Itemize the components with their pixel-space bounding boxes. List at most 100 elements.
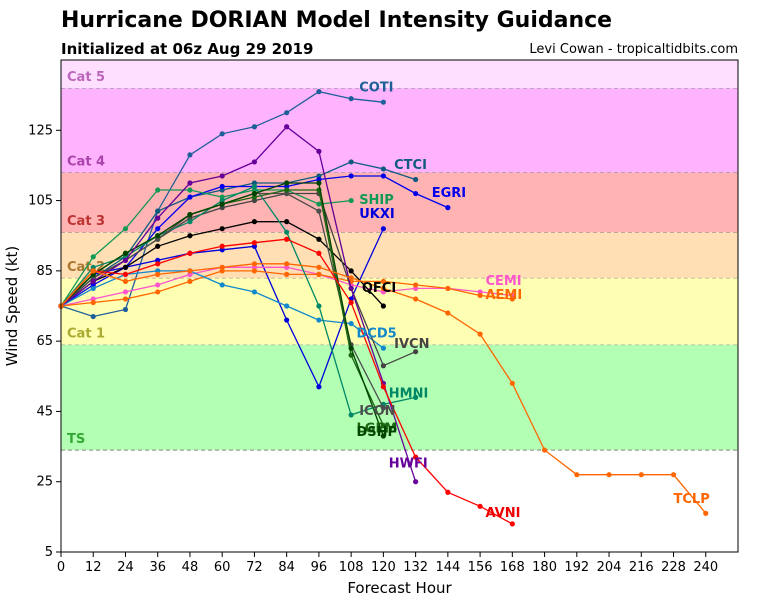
data-point	[316, 236, 322, 242]
model-label-ship: SHIP	[359, 193, 394, 208]
data-point	[284, 229, 290, 235]
data-point	[187, 212, 193, 218]
model-label-cemi: CEMI	[485, 274, 521, 289]
data-point	[284, 219, 290, 225]
data-point	[90, 299, 96, 306]
data-point	[155, 289, 161, 295]
data-point	[155, 233, 161, 239]
data-point	[187, 268, 193, 274]
data-point	[348, 197, 354, 204]
model-label-dshp: DSHP	[357, 425, 398, 440]
data-point	[477, 292, 483, 299]
data-point	[251, 190, 258, 197]
data-point	[122, 264, 129, 270]
data-point	[219, 264, 225, 270]
x-tick-label: 12	[85, 560, 102, 575]
data-point	[348, 159, 354, 165]
data-point	[284, 261, 290, 267]
data-point	[90, 268, 96, 274]
data-point	[122, 289, 129, 295]
model-label-ctci: CTCI	[394, 158, 427, 173]
data-point	[155, 215, 161, 221]
data-point	[638, 472, 644, 478]
series-dshp	[58, 180, 386, 439]
data-point	[90, 254, 96, 260]
y-tick-label: 65	[36, 334, 53, 349]
y-tick-label: 105	[28, 194, 53, 209]
data-point	[122, 306, 129, 313]
data-point	[155, 282, 161, 288]
y-tick-label: 85	[36, 264, 53, 279]
data-point	[90, 285, 96, 292]
data-point	[541, 447, 548, 453]
data-point	[477, 331, 483, 337]
data-point	[413, 394, 419, 400]
data-point	[251, 219, 258, 225]
page-title: Hurricane DORIAN Model Intensity Guidanc…	[61, 8, 613, 33]
series-tclp	[58, 261, 709, 516]
band-cat-1	[61, 277, 738, 345]
model-label-egri: EGRI	[432, 186, 466, 201]
data-point	[413, 176, 419, 183]
model-label-dcd5: DCD5	[357, 327, 397, 342]
x-tick-label: 36	[149, 560, 166, 575]
x-tick-label: 216	[629, 560, 654, 575]
data-point	[509, 521, 515, 527]
data-point	[380, 226, 386, 232]
data-point	[380, 99, 386, 105]
data-point	[187, 152, 193, 158]
y-tick-label: 125	[28, 123, 53, 138]
data-point	[316, 208, 322, 214]
data-point	[316, 148, 322, 154]
data-point	[219, 173, 225, 179]
band-label-cat-3: Cat 3	[67, 214, 105, 229]
data-point	[380, 173, 386, 179]
data-point	[413, 349, 419, 355]
data-point	[348, 299, 354, 306]
credit-text: Levi Cowan - tropicaltidbits.com	[529, 42, 738, 57]
plot-frame	[60, 59, 739, 553]
data-point	[187, 194, 193, 200]
x-tick-label: 60	[214, 560, 231, 575]
data-point	[380, 384, 386, 390]
data-point	[316, 250, 322, 256]
x-tick-label: 48	[182, 560, 199, 575]
data-point	[251, 261, 258, 267]
data-point	[348, 320, 354, 327]
data-point	[155, 226, 161, 232]
x-tick-label: 228	[661, 560, 686, 575]
data-point	[219, 282, 225, 288]
data-point	[316, 303, 322, 309]
x-tick-label: 24	[117, 560, 134, 575]
data-point	[445, 310, 451, 316]
data-point	[251, 268, 258, 274]
x-tick-label: 204	[597, 560, 622, 575]
data-point	[187, 219, 193, 225]
data-point	[316, 264, 322, 270]
data-point	[606, 472, 612, 478]
data-point	[219, 131, 225, 137]
x-tick-label: 192	[564, 560, 589, 575]
data-point	[348, 275, 354, 281]
data-point	[445, 489, 451, 495]
data-point	[509, 296, 515, 302]
band-cat-4	[61, 88, 738, 173]
x-tick-label: 132	[403, 560, 428, 575]
data-point	[574, 472, 580, 478]
data-point	[122, 226, 129, 232]
data-point	[316, 89, 322, 95]
model-label-qfci: QFCI	[362, 281, 396, 296]
data-point	[348, 352, 354, 358]
data-point	[348, 345, 354, 351]
data-point	[284, 124, 290, 130]
data-point	[380, 278, 386, 284]
data-point	[348, 96, 354, 102]
data-point	[703, 510, 709, 516]
data-point	[155, 261, 161, 267]
model-label-aemi: AEMI	[485, 288, 522, 303]
x-tick-label: 84	[278, 560, 295, 575]
data-point	[316, 201, 322, 207]
data-point	[155, 271, 161, 277]
data-point	[284, 271, 290, 277]
